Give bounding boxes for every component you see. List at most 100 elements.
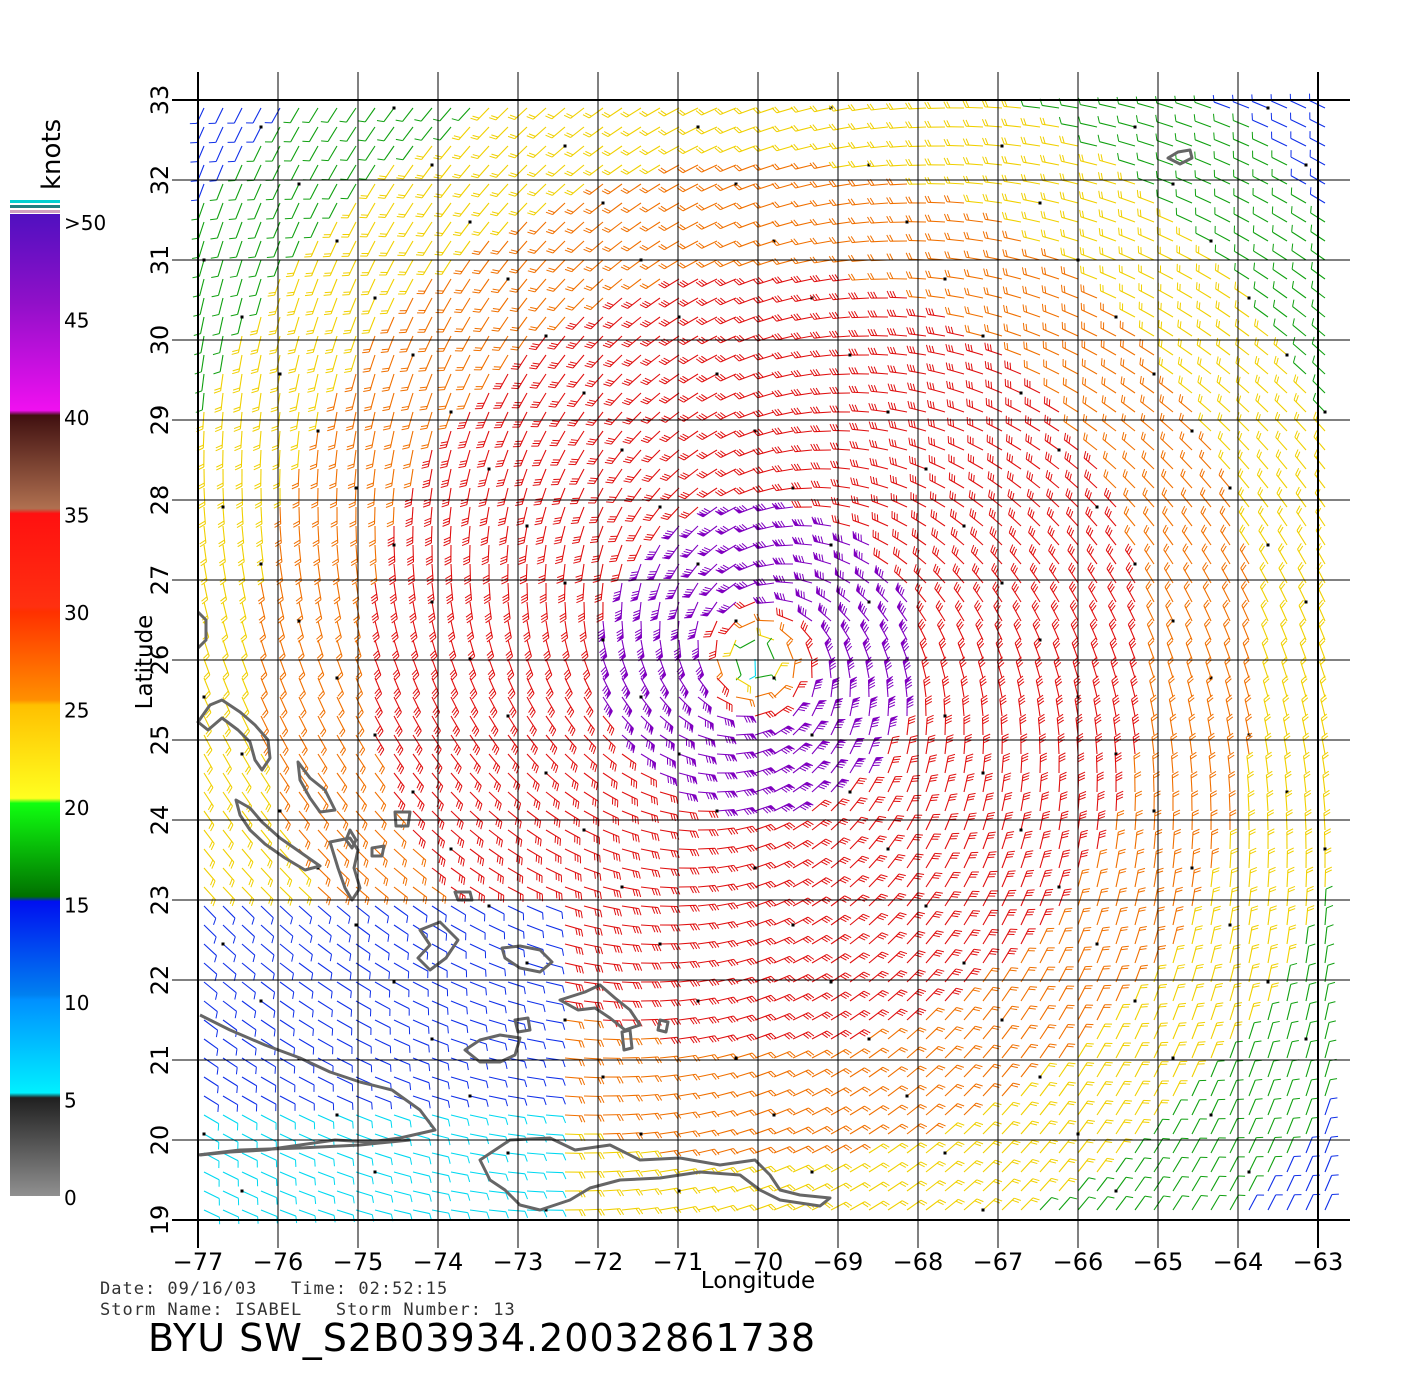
wind-barb xyxy=(620,126,642,137)
wind-barb xyxy=(1077,97,1098,109)
barb-feather xyxy=(1024,268,1027,276)
wind-barb xyxy=(1233,188,1250,204)
wind-barb xyxy=(1118,246,1136,261)
barb-feather xyxy=(491,349,499,351)
barb-shaft xyxy=(1195,158,1212,166)
barb-feather xyxy=(677,456,685,461)
barb-feather xyxy=(346,447,354,451)
barb-shaft xyxy=(1213,101,1231,109)
barb-feather xyxy=(1217,430,1221,438)
barb-feather xyxy=(717,279,724,285)
barb-shaft xyxy=(1292,324,1307,337)
barb-feather xyxy=(986,287,989,295)
barb-feather xyxy=(658,226,665,231)
wind-barb xyxy=(527,202,547,216)
barb-feather xyxy=(946,139,951,146)
wind-barb xyxy=(603,411,623,426)
barb-feather xyxy=(234,466,242,471)
barb-feather xyxy=(985,379,987,387)
barb-feather xyxy=(945,343,948,352)
wind-barb xyxy=(1063,395,1079,413)
barb-feather xyxy=(545,115,553,120)
rain-flag-marker xyxy=(544,334,548,338)
barb-feather xyxy=(889,272,894,279)
wind-barb xyxy=(328,449,338,470)
barb-feather xyxy=(601,228,609,233)
barb-feather xyxy=(944,269,948,277)
barb-feather xyxy=(472,134,480,138)
barb-feather xyxy=(752,146,759,152)
barb-feather xyxy=(1104,434,1108,442)
barb-shaft xyxy=(254,240,262,258)
barb-feather xyxy=(796,351,802,358)
barb-feather xyxy=(588,380,596,383)
barb-feather xyxy=(815,312,821,319)
barb-feather xyxy=(364,425,372,428)
wind-barb xyxy=(944,306,965,318)
wind-barb xyxy=(305,297,319,316)
barb-feather xyxy=(1066,434,1069,442)
barb-feather xyxy=(402,444,410,447)
barb-feather xyxy=(528,309,536,312)
wind-barb xyxy=(828,330,851,338)
barb-feather xyxy=(588,341,596,345)
barb-feather xyxy=(583,268,591,272)
wind-barb xyxy=(986,416,1003,432)
wind-barb xyxy=(228,202,243,220)
barb-feather xyxy=(1123,396,1126,404)
wind-barb xyxy=(265,145,281,162)
barb-feather xyxy=(872,458,875,466)
barb-feather xyxy=(736,107,743,114)
wind-barb xyxy=(252,411,262,432)
barb-feather xyxy=(585,170,593,175)
barb-feather xyxy=(290,466,298,471)
barb-feather xyxy=(774,182,780,189)
barb-feather xyxy=(584,326,592,330)
barb-feather xyxy=(714,128,721,134)
barb-feather xyxy=(962,100,967,108)
barb-feather xyxy=(414,119,422,122)
wind-barb xyxy=(621,354,642,367)
barb-feather xyxy=(851,404,856,412)
barb-feather xyxy=(210,218,218,221)
barb-feather xyxy=(927,233,932,241)
barb-feather xyxy=(947,251,951,259)
wind-barb xyxy=(867,310,889,318)
barb-feather xyxy=(603,383,611,387)
barb-feather xyxy=(698,242,705,248)
barb-feather xyxy=(829,442,834,450)
barb-feather xyxy=(379,175,387,178)
barb-feather xyxy=(343,310,351,313)
barb-feather xyxy=(459,463,467,466)
wind-barb xyxy=(1271,187,1288,204)
wind-barb xyxy=(564,183,585,196)
barb-feather xyxy=(1272,243,1274,251)
wind-barb xyxy=(1196,300,1212,318)
wind-barb xyxy=(1158,357,1174,375)
wind-barb xyxy=(658,297,680,308)
barb-feather xyxy=(812,218,818,225)
wind-barb xyxy=(234,449,243,471)
wind-barb xyxy=(400,373,414,392)
barb-feather xyxy=(478,482,486,485)
barb-feather xyxy=(547,190,555,194)
barb-feather xyxy=(1023,137,1027,145)
wind-barb xyxy=(311,487,319,509)
barb-feather xyxy=(796,294,802,301)
barb-feather xyxy=(433,195,441,199)
barb-shaft xyxy=(364,126,376,142)
barb-feather xyxy=(1063,285,1066,293)
barb-feather xyxy=(1180,395,1184,404)
wind-barb xyxy=(809,387,832,395)
wind-barb xyxy=(289,411,300,432)
wind-barb xyxy=(809,331,832,339)
wind-barb xyxy=(658,126,680,136)
barb-feather xyxy=(663,415,671,420)
barb-feather xyxy=(925,307,929,315)
barb-shaft xyxy=(346,164,357,180)
barb-feather xyxy=(395,119,403,122)
barb-feather xyxy=(831,293,837,300)
barb-feather xyxy=(851,385,856,393)
barb-feather xyxy=(660,339,668,345)
wind-barb xyxy=(436,335,452,352)
